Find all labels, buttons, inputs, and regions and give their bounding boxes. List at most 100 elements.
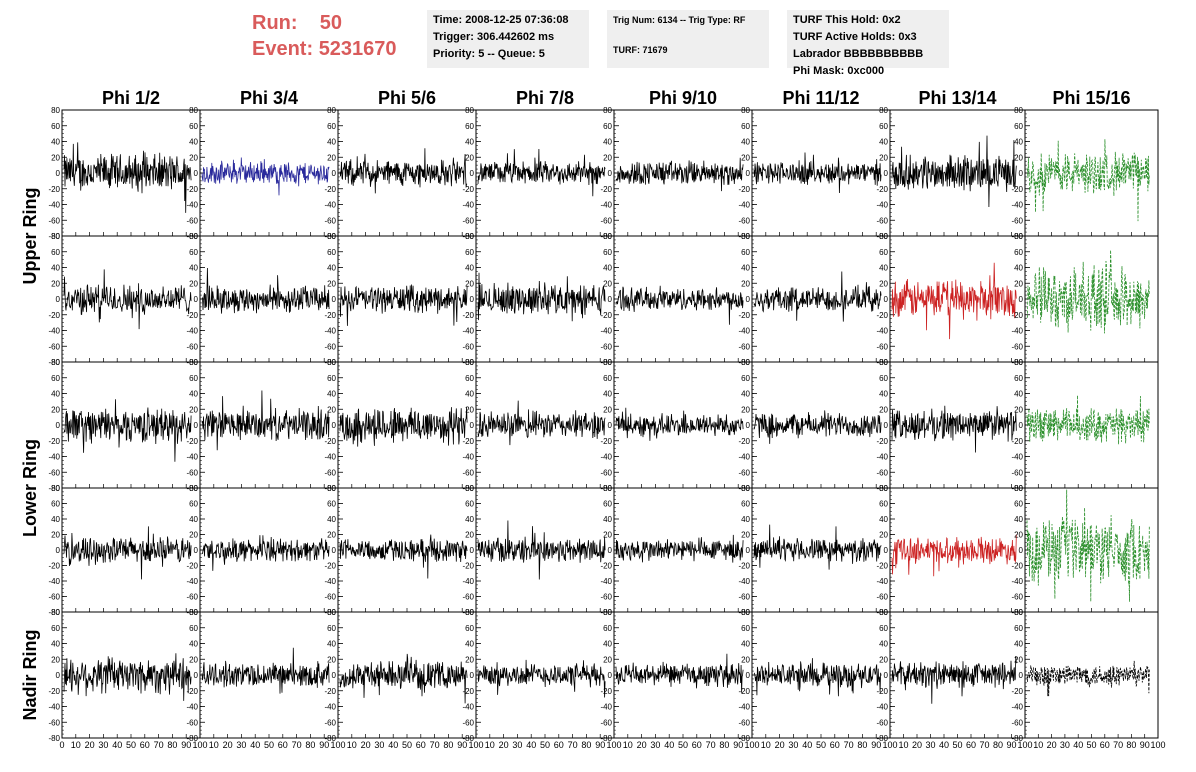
y-tick-label: 60 bbox=[603, 624, 612, 633]
y-tick-label: -20 bbox=[324, 437, 336, 446]
column-header: Phi 3/4 bbox=[240, 88, 298, 108]
y-tick-label: -60 bbox=[462, 468, 474, 477]
y-tick-label: 80 bbox=[741, 106, 750, 115]
waveform-trace bbox=[753, 524, 882, 570]
x-tick-label: 40 bbox=[526, 740, 536, 750]
y-tick-label: -40 bbox=[186, 327, 198, 336]
x-tick-label: 100 bbox=[744, 740, 759, 750]
y-tick-label: 40 bbox=[51, 264, 60, 273]
y-tick-label: -40 bbox=[324, 453, 336, 462]
y-tick-label: 40 bbox=[1014, 640, 1023, 649]
y-tick-label: -40 bbox=[324, 703, 336, 712]
y-tick-label: -60 bbox=[324, 342, 336, 351]
y-tick-label: 40 bbox=[465, 138, 474, 147]
x-tick-label: 10 bbox=[623, 740, 633, 750]
y-tick-label: 40 bbox=[1014, 138, 1023, 147]
y-tick-label: 60 bbox=[189, 248, 198, 257]
x-tick-label: 30 bbox=[925, 740, 935, 750]
y-tick-label: 0 bbox=[332, 295, 337, 304]
waveform-trace bbox=[63, 653, 192, 701]
x-tick-label: 90 bbox=[1006, 740, 1016, 750]
y-tick-label: 20 bbox=[741, 531, 750, 540]
x-tick-label: 10 bbox=[71, 740, 81, 750]
y-tick-label: 60 bbox=[189, 500, 198, 509]
y-tick-label: 80 bbox=[603, 232, 612, 241]
x-tick-label: 70 bbox=[979, 740, 989, 750]
y-tick-label: 0 bbox=[884, 421, 889, 430]
y-tick-label: 0 bbox=[1019, 421, 1024, 430]
x-tick-label: 20 bbox=[637, 740, 647, 750]
y-tick-label: 0 bbox=[1019, 295, 1024, 304]
y-tick-label: -20 bbox=[1011, 687, 1023, 696]
y-tick-label: 40 bbox=[51, 390, 60, 399]
waveform-trace bbox=[339, 284, 468, 326]
x-tick-label: 60 bbox=[692, 740, 702, 750]
y-tick-label: 60 bbox=[465, 374, 474, 383]
y-tick-label: 80 bbox=[189, 358, 198, 367]
y-tick-label: 80 bbox=[465, 106, 474, 115]
y-tick-label: 0 bbox=[746, 421, 751, 430]
y-tick-label: 40 bbox=[879, 390, 888, 399]
y-tick-label: 0 bbox=[470, 421, 475, 430]
y-tick-label: 20 bbox=[603, 405, 612, 414]
y-tick-label: -60 bbox=[1011, 593, 1023, 602]
y-tick-label: -40 bbox=[738, 327, 750, 336]
y-tick-label: 60 bbox=[1014, 122, 1023, 131]
y-tick-label: -20 bbox=[876, 687, 888, 696]
column-header: Phi 13/14 bbox=[918, 88, 996, 108]
x-tick-label: 100 bbox=[882, 740, 897, 750]
y-tick-label: -40 bbox=[738, 201, 750, 210]
y-tick-label: 80 bbox=[1014, 232, 1023, 241]
time-text: Time: 2008-12-25 07:36:08 bbox=[433, 14, 569, 26]
x-tick-label: 60 bbox=[830, 740, 840, 750]
y-tick-label: 20 bbox=[741, 405, 750, 414]
y-tick-label: 40 bbox=[879, 640, 888, 649]
y-tick-label: -60 bbox=[738, 593, 750, 602]
y-tick-label: 40 bbox=[465, 390, 474, 399]
y-tick-label: -20 bbox=[324, 562, 336, 571]
waveform-trace bbox=[339, 407, 468, 447]
x-tick-label: 20 bbox=[775, 740, 785, 750]
x-tick-label: 20 bbox=[1047, 740, 1057, 750]
y-tick-label: 0 bbox=[194, 421, 199, 430]
waveform-trace bbox=[477, 148, 606, 197]
y-tick-label: -60 bbox=[186, 718, 198, 727]
turf-hold-text: TURF This Hold: 0x2 bbox=[793, 14, 901, 26]
y-tick-label: 80 bbox=[327, 358, 336, 367]
y-tick-label: 20 bbox=[603, 531, 612, 540]
y-tick-label: -20 bbox=[876, 562, 888, 571]
y-tick-label: -20 bbox=[876, 185, 888, 194]
y-tick-label: 20 bbox=[603, 655, 612, 664]
y-tick-label: 20 bbox=[1014, 405, 1023, 414]
y-tick-label: 60 bbox=[603, 248, 612, 257]
y-tick-label: 80 bbox=[327, 608, 336, 617]
y-tick-label: -20 bbox=[738, 687, 750, 696]
y-tick-label: -80 bbox=[48, 608, 60, 617]
waveform-trace bbox=[891, 135, 1017, 208]
y-tick-label: -40 bbox=[1011, 453, 1023, 462]
y-tick-label: 20 bbox=[879, 405, 888, 414]
y-tick-label: 60 bbox=[741, 374, 750, 383]
x-tick-label: 40 bbox=[664, 740, 674, 750]
y-tick-label: -60 bbox=[1011, 216, 1023, 225]
y-tick-label: -40 bbox=[48, 577, 60, 586]
y-tick-label: 0 bbox=[56, 546, 61, 555]
x-tick-label: 10 bbox=[898, 740, 908, 750]
y-tick-label: -20 bbox=[48, 437, 60, 446]
y-tick-label: -20 bbox=[1011, 185, 1023, 194]
x-tick-label: 80 bbox=[719, 740, 729, 750]
